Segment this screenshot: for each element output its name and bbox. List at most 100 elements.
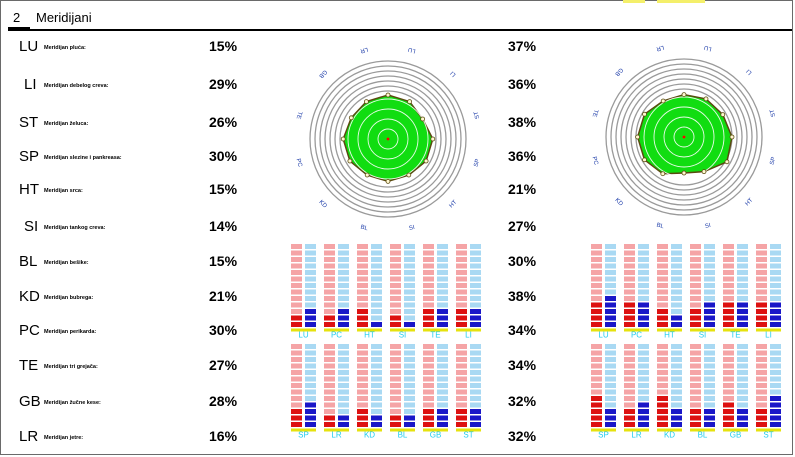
bar-segment-empty: [723, 350, 734, 356]
bar-base: [357, 328, 382, 332]
bar-segment-filled: [605, 315, 616, 321]
bar-segment-filled: [390, 322, 401, 327]
bar-segment-empty: [690, 344, 701, 349]
bar-segment-empty: [657, 276, 668, 282]
bar-segment-empty: [456, 383, 467, 388]
bar-segment-empty: [690, 244, 701, 249]
bar-segment-empty: [770, 370, 781, 375]
meridian-name: Meridijan jetre:: [44, 435, 84, 441]
meridian-name: Meridijan slezine i pankreasa:: [44, 155, 122, 161]
bar-segment-empty: [690, 283, 701, 288]
bar-segment-empty: [357, 276, 368, 282]
bar-segment-empty: [690, 296, 701, 301]
bar-segment-empty: [624, 383, 635, 388]
bar-segment-filled: [404, 322, 415, 327]
bar-segment-empty: [338, 289, 349, 295]
bar-segment-empty: [671, 276, 682, 282]
bar-segment-empty: [671, 309, 682, 314]
bar-segment-empty: [690, 363, 701, 369]
bar-segment-empty: [671, 263, 682, 269]
bar-group-label: BL: [698, 431, 708, 440]
bar-base: [723, 328, 748, 332]
meridian-value-2: 37%: [508, 38, 537, 54]
bar-segment-empty: [770, 289, 781, 295]
radar-axis-label: LR: [359, 46, 369, 54]
bar-segment-empty: [390, 389, 401, 395]
bar-group-label: LR: [331, 431, 341, 440]
bar-segment-empty: [390, 363, 401, 369]
bar-segment-filled: [591, 302, 602, 308]
bar-segment-empty: [690, 376, 701, 382]
bar-segment-empty: [756, 250, 767, 256]
bar-segment-empty: [704, 263, 715, 269]
bar-segment-filled: [605, 296, 616, 301]
bar-segment-empty: [437, 244, 448, 249]
bar-segment-empty: [437, 289, 448, 295]
bar-segment-empty: [638, 296, 649, 301]
bar-group: GB: [423, 344, 448, 440]
bar-segment-empty: [423, 250, 434, 256]
bar-segment-empty: [404, 263, 415, 269]
bar-segment-empty: [390, 270, 401, 275]
bar-segment-filled: [404, 415, 415, 421]
meridian-name: Meridijan pluća:: [44, 45, 86, 51]
bar-segment-empty: [770, 257, 781, 262]
bar-segment-empty: [371, 257, 382, 262]
bar-segment-filled: [671, 409, 682, 414]
bar-segment-empty: [470, 283, 481, 288]
bar-segment-empty: [657, 350, 668, 356]
radar-point: [385, 92, 391, 98]
bar-segment-filled: [591, 396, 602, 401]
bar-segment-filled: [723, 309, 734, 314]
bar-segment-empty: [671, 289, 682, 295]
bar-segment-empty: [338, 370, 349, 375]
bar-segment-empty: [423, 350, 434, 356]
bar-segment-empty: [638, 370, 649, 375]
bar-segment-empty: [404, 283, 415, 288]
bar-segment-empty: [704, 357, 715, 362]
bar-segment-empty: [423, 344, 434, 349]
bar-segment-filled: [638, 415, 649, 421]
radar-point: [660, 98, 666, 104]
bar-segment-empty: [371, 309, 382, 314]
bar-segment-empty: [456, 389, 467, 395]
meridian-row: TE Meridijan tri grejača: 27% 34%: [0, 357, 560, 377]
bar-segment-empty: [657, 289, 668, 295]
bar-segment-filled: [605, 309, 616, 314]
meridian-code: LR: [19, 428, 39, 445]
radar-point: [406, 172, 412, 178]
bar-segment-empty: [404, 250, 415, 256]
bar-segment-empty: [305, 363, 316, 369]
bar-segment-empty: [657, 370, 668, 375]
bar-segment-filled: [470, 309, 481, 314]
bar-segment-empty: [671, 283, 682, 288]
bar-base: [690, 328, 715, 332]
bar-segment-empty: [723, 244, 734, 249]
bar-segment-empty: [657, 383, 668, 388]
bar-segment-empty: [591, 344, 602, 349]
bar-segment-empty: [390, 257, 401, 262]
radar-ring: [625, 78, 743, 196]
bar-segment-filled: [770, 396, 781, 401]
bar-segment-empty: [591, 376, 602, 382]
bar-segment-filled: [624, 302, 635, 308]
bar-segment-empty: [671, 370, 682, 375]
bar-segment-empty: [605, 402, 616, 408]
bar-segment-empty: [324, 389, 335, 395]
bar-segment-filled: [690, 409, 701, 414]
bar-segment-empty: [371, 383, 382, 388]
bar-segment-empty: [437, 396, 448, 401]
bar-segment-empty: [470, 250, 481, 256]
radar-point: [364, 172, 370, 178]
radar-point: [729, 134, 735, 140]
bar-segment-empty: [470, 376, 481, 382]
bar-segment-empty: [324, 257, 335, 262]
meridian-value-1: 28%: [209, 393, 238, 409]
bar-segment-empty: [723, 396, 734, 401]
bar-segment-empty: [423, 396, 434, 401]
bar-segment-empty: [423, 263, 434, 269]
bar-segment-empty: [690, 357, 701, 362]
bar-segment-filled: [671, 422, 682, 427]
meridian-value-1: 30%: [209, 322, 238, 338]
bar-segment-filled: [291, 422, 302, 427]
